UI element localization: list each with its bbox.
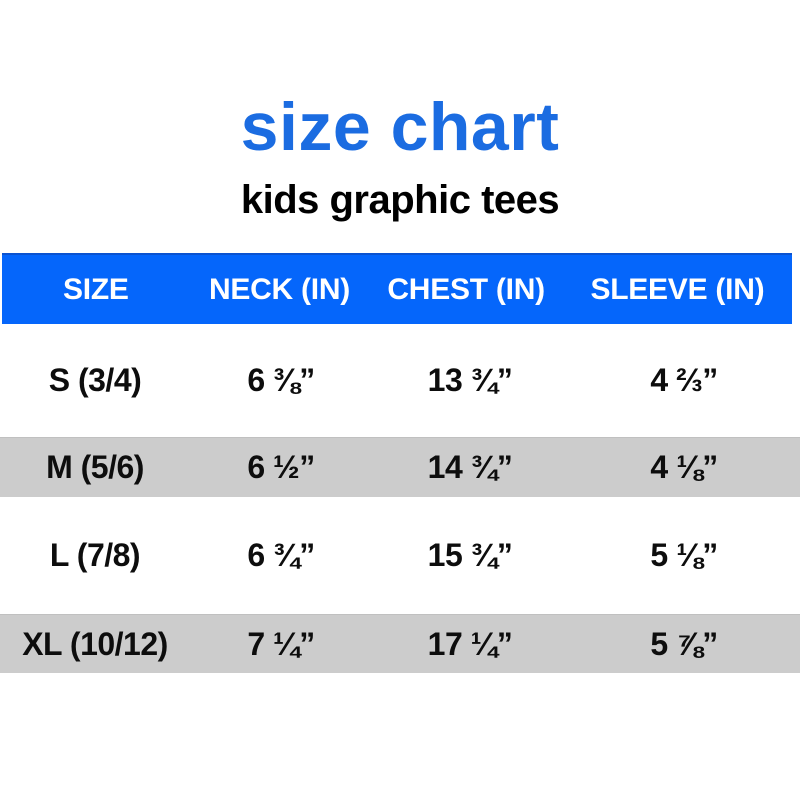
header-cell-chest: CHEST (IN) [387, 272, 545, 306]
cell-sleeve: 5 ⅞” [650, 625, 718, 662]
header-cell-size: SIZE [62, 272, 129, 306]
cell-size: L (7/8) [49, 537, 141, 573]
cell-chest: 15 ¾” [427, 537, 513, 573]
table-row-l: L (7/8) 6 ¾” 15 ¾” 5 ⅛” [0, 497, 800, 614]
cell-neck: 6 ⅜” [247, 362, 315, 398]
table-row-s: S (3/4) 6 ⅜” 13 ¾” 4 ⅔” [0, 324, 800, 437]
cell-sleeve: 4 ⅔” [650, 362, 718, 398]
cell-chest: 13 ¾” [427, 362, 513, 398]
table-header-row: SIZE NECK (IN) CHEST (IN) SLEEVE (IN) [2, 253, 792, 324]
cell-sleeve: 4 ⅛” [650, 449, 718, 485]
cell-chest: 17 ¼” [427, 625, 513, 662]
cell-chest: 14 ¾” [427, 449, 513, 485]
header-cell-neck: NECK (IN) [208, 272, 351, 306]
cell-size: XL (10/12) [22, 625, 168, 662]
cell-neck: 6 ½” [247, 449, 315, 485]
table-row-m: M (5/6) 6 ½” 14 ¾” 4 ⅛” [0, 437, 800, 497]
cell-size: S (3/4) [48, 362, 142, 398]
page-subtitle: kids graphic tees [240, 178, 560, 222]
size-table: SIZE NECK (IN) CHEST (IN) SLEEVE (IN) S … [0, 253, 800, 673]
header-cell-sleeve: SLEEVE (IN) [590, 272, 765, 306]
page-title: size chart [240, 89, 560, 165]
table-row-xl: XL (10/12) 7 ¼” 17 ¼” 5 ⅞” [0, 614, 800, 673]
cell-neck: 6 ¾” [247, 537, 315, 573]
cell-sleeve: 5 ⅛” [650, 537, 718, 573]
cell-size: M (5/6) [46, 449, 144, 485]
cell-neck: 7 ¼” [247, 625, 315, 662]
